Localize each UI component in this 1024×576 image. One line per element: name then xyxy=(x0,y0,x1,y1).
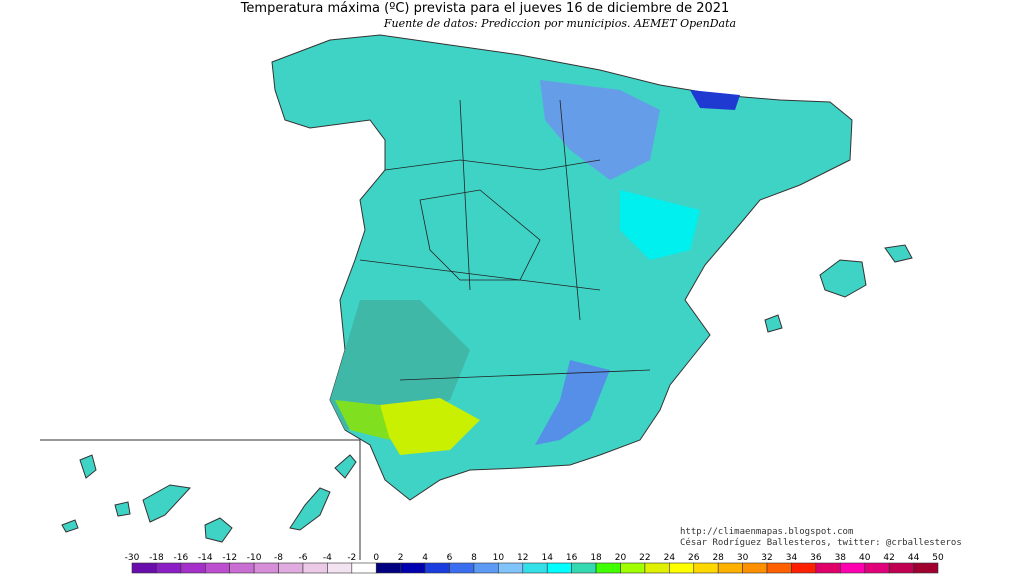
legend-swatch xyxy=(302,562,328,574)
legend-label: -6 xyxy=(298,553,307,563)
legend-swatch xyxy=(498,562,524,574)
legend-swatch xyxy=(522,562,548,574)
credit: César Rodríguez Ballesteros, twitter: @c… xyxy=(680,537,962,548)
legend-label: 6 xyxy=(447,553,453,563)
legend-label: 40 xyxy=(859,553,871,563)
legend-label: 34 xyxy=(786,553,798,563)
legend-label: -14 xyxy=(198,553,213,563)
legend-label: 14 xyxy=(541,553,553,563)
legend-label: 0 xyxy=(373,553,379,563)
legend-swatch xyxy=(913,562,939,574)
legend-swatch xyxy=(791,562,817,574)
legend-label: -18 xyxy=(149,553,164,563)
legend-swatch xyxy=(864,562,890,574)
legend-swatch xyxy=(644,562,670,574)
title: Temperatura máxima (ºC) prevista para el… xyxy=(240,1,730,16)
legend-swatch xyxy=(327,562,353,574)
legend-label: 8 xyxy=(471,553,477,563)
peninsula xyxy=(271,34,853,501)
legend-label: 16 xyxy=(566,553,578,563)
legend-swatch xyxy=(473,562,499,574)
legend-label: 2 xyxy=(398,553,404,563)
legend-swatch xyxy=(253,562,279,574)
balearic-islands xyxy=(764,244,913,333)
legend-label: 32 xyxy=(761,553,772,563)
legend-label: -30 xyxy=(125,553,140,563)
legend-label: -12 xyxy=(222,553,237,563)
legend-label: 24 xyxy=(664,553,676,563)
legend-swatch xyxy=(815,562,841,574)
legend-label: 26 xyxy=(688,553,700,563)
legend-swatch xyxy=(180,562,206,574)
legend-label: 44 xyxy=(908,553,920,563)
legend-label: -8 xyxy=(274,553,283,563)
legend-label: 50 xyxy=(932,553,944,563)
subtitle: Fuente de datos: Prediccion por municipi… xyxy=(383,17,736,30)
legend-swatch xyxy=(204,562,230,574)
legend-label: 4 xyxy=(422,553,428,563)
legend-swatch xyxy=(595,562,621,574)
legend-swatch xyxy=(717,562,743,574)
legend-swatch xyxy=(571,562,597,574)
legend-swatch xyxy=(131,562,157,574)
canary-islands xyxy=(61,454,357,543)
legend-swatch xyxy=(449,562,475,574)
legend-label: 38 xyxy=(835,553,847,563)
legend-label: -10 xyxy=(247,553,262,563)
legend-swatch xyxy=(375,562,401,574)
legend-label: 22 xyxy=(639,553,650,563)
legend-swatch xyxy=(400,562,426,574)
legend-swatch xyxy=(742,562,768,574)
legend-swatch xyxy=(229,562,255,574)
legend-swatch xyxy=(693,562,719,574)
legend-label: 36 xyxy=(810,553,822,563)
legend: -30 -18 -16 -14 -12 -10 -8 -6 -4 -2 0 2 4 6 8 10 12 14 16 1… xyxy=(125,553,944,574)
legend-swatch xyxy=(351,562,377,574)
legend-label: 42 xyxy=(883,553,894,563)
legend-swatch xyxy=(278,562,304,574)
legend-label: 18 xyxy=(590,553,602,563)
legend-swatch xyxy=(424,562,450,574)
legend-swatch xyxy=(888,562,914,574)
legend-label: 12 xyxy=(517,553,528,563)
legend-label: -2 xyxy=(347,553,356,563)
inset-frame xyxy=(40,439,361,560)
legend-swatch xyxy=(766,562,792,574)
legend-swatch xyxy=(840,562,866,574)
legend-label: 28 xyxy=(712,553,724,563)
legend-label: 10 xyxy=(493,553,505,563)
legend-label: 30 xyxy=(737,553,749,563)
legend-label: -4 xyxy=(323,553,332,563)
legend-swatch xyxy=(546,562,572,574)
legend-swatch xyxy=(669,562,695,574)
credit: http://climaenmapas.blogspot.com xyxy=(680,527,853,537)
legend-label: -16 xyxy=(173,553,188,563)
legend-swatch xyxy=(156,562,182,574)
legend-label: 20 xyxy=(615,553,627,563)
legend-swatch xyxy=(620,562,646,574)
